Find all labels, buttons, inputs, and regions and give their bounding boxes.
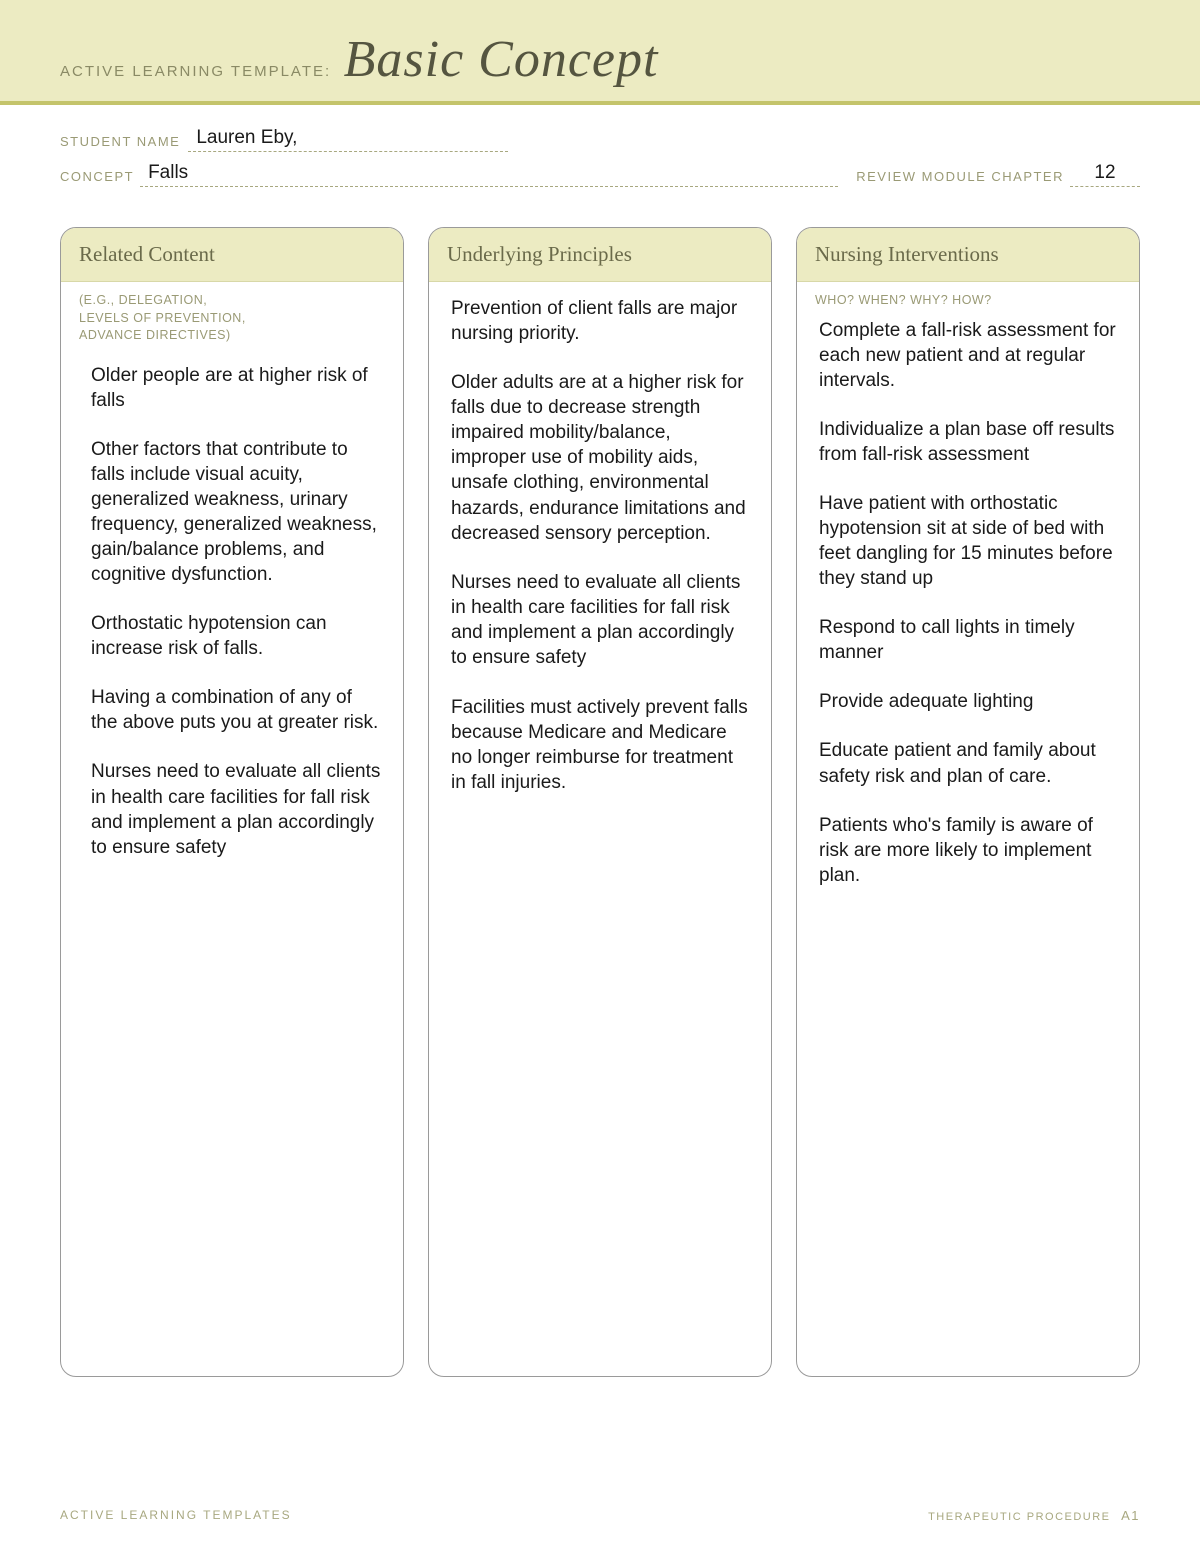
nursing-interventions-column: Nursing Interventions WHO? WHEN? WHY? HO… [796, 227, 1140, 1377]
paragraph: Respond to call lights in timely manner [819, 615, 1117, 665]
paragraph: Older people are at higher risk of falls [91, 363, 381, 413]
template-page: ACTIVE LEARNING TEMPLATE: Basic Concept … [0, 0, 1200, 1553]
columns-container: Related Content (E.G., DELEGATION, LEVEL… [0, 227, 1200, 1377]
chapter-value: 12 [1094, 162, 1115, 183]
concept-label: CONCEPT [60, 169, 134, 187]
student-name-value: Lauren Eby, [196, 127, 297, 148]
paragraph: Having a combination of any of the above… [91, 685, 381, 735]
paragraph: Older adults are at a higher risk for fa… [451, 370, 749, 546]
student-name-field: Lauren Eby, [188, 127, 508, 152]
concept-field: Falls [140, 162, 838, 187]
chapter-label: REVIEW MODULE CHAPTER [856, 169, 1064, 187]
concept-value: Falls [148, 162, 188, 183]
header-prefix: ACTIVE LEARNING TEMPLATE: [60, 63, 331, 80]
underlying-principles-column: Underlying Principles Prevention of clie… [428, 227, 772, 1377]
column-title: Underlying Principles [447, 242, 753, 267]
column-body: Older people are at higher risk of falls… [61, 345, 403, 902]
paragraph: Nurses need to evaluate all clients in h… [91, 759, 381, 859]
header-title: Basic Concept [344, 30, 659, 89]
related-content-column: Related Content (E.G., DELEGATION, LEVEL… [60, 227, 404, 1377]
column-title: Related Content [79, 242, 385, 267]
student-name-label: STUDENT NAME [60, 134, 180, 152]
column-title: Nursing Interventions [815, 242, 1121, 267]
paragraph: Complete a fall-risk assessment for each… [819, 318, 1117, 393]
paragraph: Have patient with orthostatic hypotensio… [819, 491, 1117, 591]
column-header: Nursing Interventions [797, 228, 1139, 282]
page-footer: ACTIVE LEARNING TEMPLATES THERAPEUTIC PR… [0, 1508, 1200, 1523]
paragraph: Prevention of client falls are major nur… [451, 296, 749, 346]
paragraph: Educate patient and family about safety … [819, 738, 1117, 788]
student-name-row: STUDENT NAME Lauren Eby, [60, 127, 1140, 152]
header-band: ACTIVE LEARNING TEMPLATE: Basic Concept [0, 0, 1200, 105]
footer-right-label: THERAPEUTIC PROCEDURE [928, 1511, 1110, 1523]
column-subtitle: WHO? WHEN? WHY? HOW? [797, 282, 1139, 310]
column-header: Related Content [61, 228, 403, 282]
paragraph: Patients who's family is aware of risk a… [819, 813, 1117, 888]
paragraph: Other factors that contribute to falls i… [91, 437, 381, 587]
footer-page-number: A1 [1115, 1508, 1140, 1523]
concept-chapter-row: CONCEPT Falls REVIEW MODULE CHAPTER 12 [60, 162, 1140, 187]
paragraph: Provide adequate lighting [819, 689, 1117, 714]
paragraph: Orthostatic hypotension can increase ris… [91, 611, 381, 661]
info-section: STUDENT NAME Lauren Eby, CONCEPT Falls R… [0, 105, 1200, 227]
column-header: Underlying Principles [429, 228, 771, 282]
footer-right: THERAPEUTIC PROCEDURE A1 [928, 1508, 1140, 1523]
paragraph: Facilities must actively prevent falls b… [451, 695, 749, 795]
paragraph: Individualize a plan base off results fr… [819, 417, 1117, 467]
chapter-field: 12 [1070, 162, 1140, 187]
column-body: Prevention of client falls are major nur… [429, 282, 771, 833]
column-subtitle: (E.G., DELEGATION, LEVELS OF PREVENTION,… [61, 282, 403, 345]
column-body: Complete a fall-risk assessment for each… [797, 310, 1139, 926]
footer-left: ACTIVE LEARNING TEMPLATES [60, 1508, 292, 1523]
paragraph: Nurses need to evaluate all clients in h… [451, 570, 749, 670]
